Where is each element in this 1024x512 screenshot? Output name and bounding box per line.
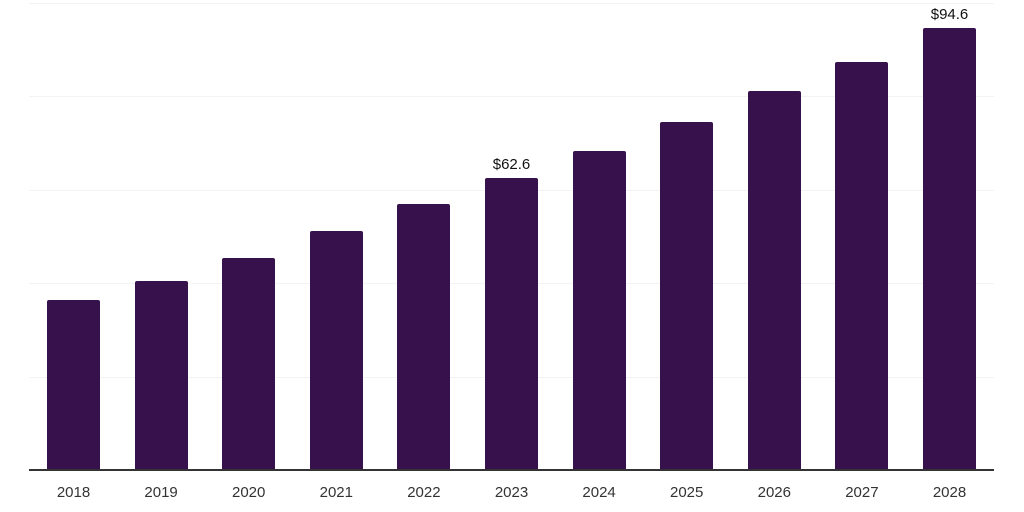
x-axis-labels: 2018 2019 2020 2021 2022 2023 2024 2025 2026 2027…: [29, 482, 994, 504]
x-tick-label-2025: 2025: [670, 484, 704, 501]
x-tick-label-2023: 2023: [494, 484, 529, 501]
bar-2024: [572, 150, 626, 470]
gridline-80: [29, 96, 994, 98]
x-axis-line: [29, 469, 994, 471]
bar-2018: [47, 299, 100, 470]
bar-2023: [485, 177, 538, 470]
x-tick-label-2027: 2027: [845, 484, 879, 501]
x-tick-label-2020: 2020: [232, 484, 266, 501]
bar-2028: [923, 28, 976, 470]
x-tick-label-2026: 2026: [757, 484, 791, 501]
x-tick-label-2022: 2022: [407, 484, 441, 501]
x-tick-label-2018: 2018: [56, 484, 91, 501]
bar-2021: [309, 231, 363, 470]
plot-area: $62.6 $94.6: [29, 3, 994, 470]
x-tick-label-2028: 2028: [932, 484, 967, 501]
bar-2019: [134, 281, 188, 470]
x-tick-label-2019: 2019: [144, 484, 178, 501]
data-label-2028: $94.6: [930, 6, 969, 24]
bar-2027: [835, 61, 889, 470]
bar-2025: [660, 121, 714, 470]
bar-2020: [222, 258, 276, 470]
x-tick-label-2021: 2021: [319, 484, 353, 501]
data-label-2023: $62.6: [492, 155, 531, 173]
x-tick-label-2024: 2024: [582, 484, 616, 501]
gridline-100: [29, 3, 994, 4]
bar-2026: [747, 91, 801, 470]
bar-2022: [397, 203, 451, 470]
